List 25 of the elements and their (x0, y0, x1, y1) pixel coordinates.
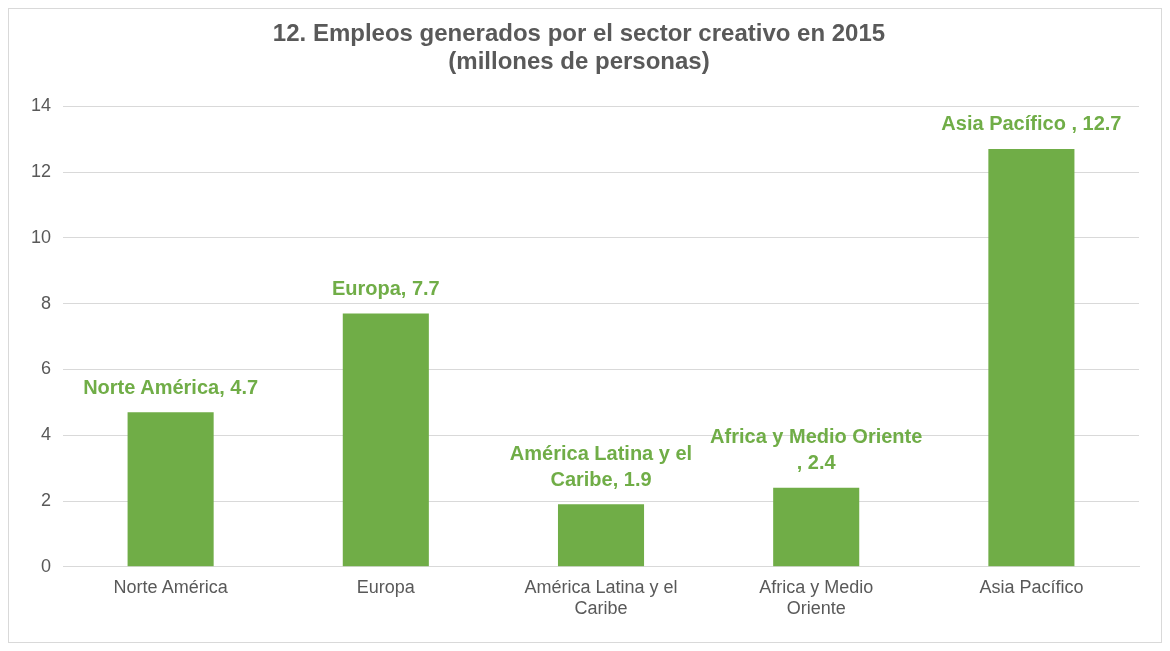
data-label: América Latina y el Caribe, 1.9 (509, 441, 693, 490)
x-tick-label: Asia Pacífico (979, 576, 1084, 597)
y-tick-label: 2 (41, 489, 52, 510)
data-label: Asia Pacífico , 12.7 (941, 112, 1122, 135)
bar (773, 487, 860, 567)
bar (342, 313, 429, 567)
y-tick-label: 10 (30, 226, 52, 247)
data-label: Europa, 7.7 (331, 276, 440, 299)
x-tick-label: Africa y Medio Oriente (759, 576, 874, 619)
y-tick-label: 8 (41, 292, 52, 313)
x-tick-label: América Latina y el Caribe (524, 576, 678, 619)
y-tick-label: 0 (41, 555, 52, 576)
x-tick-label: Norte América (113, 576, 229, 597)
data-label: Africa y Medio Oriente , 2.4 (710, 425, 923, 474)
y-tick-label: 14 (30, 95, 52, 116)
bar (557, 504, 645, 567)
chart-title: 12. Empleos generados por el sector creativo en 2015 (272, 19, 886, 47)
y-tick-label: 12 (30, 160, 52, 181)
chart-subtitle: (millones de personas) (448, 47, 710, 75)
bar (127, 412, 214, 567)
data-label: Norte América, 4.7 (83, 375, 259, 398)
y-tick-label: 6 (41, 358, 52, 379)
y-tick-label: 4 (41, 424, 52, 445)
x-tick-label: Europa (356, 576, 416, 597)
bar (988, 148, 1075, 567)
